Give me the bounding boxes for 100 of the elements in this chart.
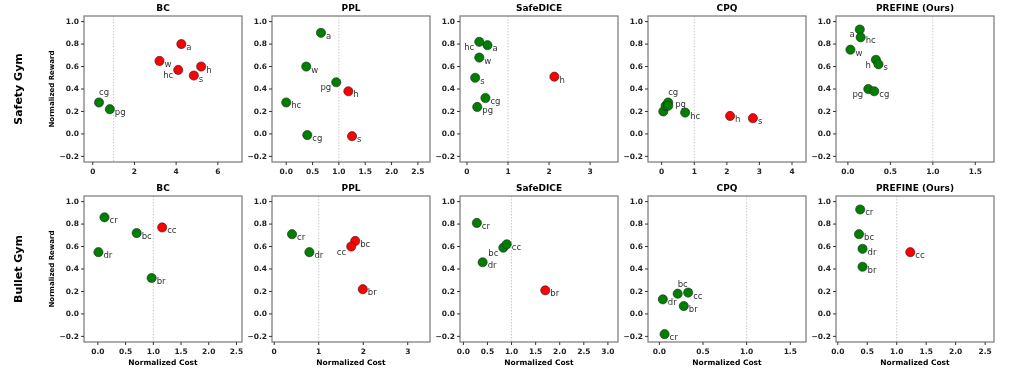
series-label: s: [480, 75, 486, 86]
series-label: h: [353, 89, 359, 100]
series-label: br: [688, 304, 699, 315]
point: [905, 247, 916, 258]
series-label: a: [186, 42, 192, 53]
point: [857, 243, 868, 254]
series-label: s: [357, 134, 363, 145]
point: [873, 59, 884, 70]
series-label: s: [883, 62, 889, 73]
point: [678, 301, 689, 311]
series-label: dr: [103, 250, 113, 261]
point: [196, 61, 207, 72]
series-label: br: [867, 264, 877, 275]
series-label: h: [865, 59, 871, 70]
series-label: cg: [312, 133, 323, 144]
point: [857, 261, 868, 272]
point: [146, 273, 157, 283]
series-label: cr: [297, 232, 306, 243]
point: [357, 284, 368, 295]
point: [302, 130, 313, 140]
series-label: dr: [487, 260, 498, 271]
text: Safety Gym: [12, 53, 25, 125]
point: [470, 72, 481, 83]
chart-title: BC: [156, 183, 171, 193]
series-label: bc: [360, 238, 371, 249]
point: [657, 294, 668, 305]
point: [680, 107, 691, 118]
point: [474, 36, 485, 47]
series-label: pg: [114, 107, 126, 118]
point: [343, 86, 354, 97]
point: [347, 131, 357, 142]
point: [683, 287, 694, 298]
series-label: bc: [141, 231, 153, 242]
series-label: a: [849, 29, 855, 40]
series-label: h: [559, 74, 565, 85]
series-label: h: [206, 64, 212, 75]
series-label: pg: [482, 104, 494, 115]
point: [173, 65, 184, 75]
chart-title: PREFINE (Ours): [875, 3, 955, 13]
point: [748, 113, 758, 124]
point: [540, 285, 551, 296]
point: [472, 102, 483, 112]
point: [672, 288, 683, 299]
point: [549, 71, 560, 82]
series-label: br: [367, 287, 378, 298]
series-label: pg: [675, 98, 686, 109]
point: [346, 241, 357, 252]
point: [94, 97, 104, 108]
series-label: w: [484, 55, 492, 66]
series-label: cg: [99, 87, 110, 98]
point: [93, 247, 104, 258]
point: [477, 257, 488, 268]
point: [480, 93, 491, 103]
series-label: cc: [336, 246, 347, 257]
series-label: cr: [865, 207, 874, 218]
chart-title: PPL: [341, 183, 361, 193]
point: [471, 218, 482, 228]
series-label: pg: [852, 89, 864, 99]
point: [869, 86, 880, 97]
point: [659, 329, 670, 340]
chart-title: CPQ: [716, 183, 738, 193]
series-label: cc: [511, 242, 522, 253]
series-label: h: [735, 113, 741, 124]
series-label: bc: [863, 232, 875, 243]
point: [287, 229, 297, 240]
point: [474, 52, 485, 63]
series-label: w: [855, 47, 863, 58]
series-label: hc: [690, 110, 701, 121]
point: [854, 229, 864, 240]
series-label: pg: [320, 82, 332, 93]
point: [104, 104, 115, 115]
point: [131, 228, 142, 238]
chart-title: BC: [156, 3, 171, 13]
point: [331, 77, 342, 88]
chart-title: SafeDICE: [515, 183, 563, 193]
point: [281, 97, 292, 108]
series-label: hc: [163, 69, 174, 80]
point: [99, 212, 110, 223]
series-label: hc: [291, 100, 302, 111]
point: [316, 27, 326, 38]
series-label: cr: [109, 215, 119, 226]
point: [855, 32, 866, 43]
point: [301, 61, 312, 72]
series-label: a: [492, 43, 498, 54]
series-label: w: [311, 64, 319, 75]
series-label: dr: [667, 297, 678, 308]
series-label: cg: [668, 87, 679, 98]
series-label: cc: [915, 250, 925, 261]
series-label: br: [550, 288, 560, 299]
series-label: cc: [167, 225, 177, 236]
point: [176, 39, 187, 49]
series-label: bc: [488, 247, 499, 258]
point: [304, 247, 315, 258]
chart-title: SafeDICE: [515, 3, 563, 13]
series-label: w: [164, 58, 172, 69]
series-label: cc: [693, 290, 703, 301]
series-label: cg: [879, 89, 890, 100]
point: [855, 204, 866, 215]
point: [845, 44, 856, 55]
series-label: br: [156, 275, 167, 286]
